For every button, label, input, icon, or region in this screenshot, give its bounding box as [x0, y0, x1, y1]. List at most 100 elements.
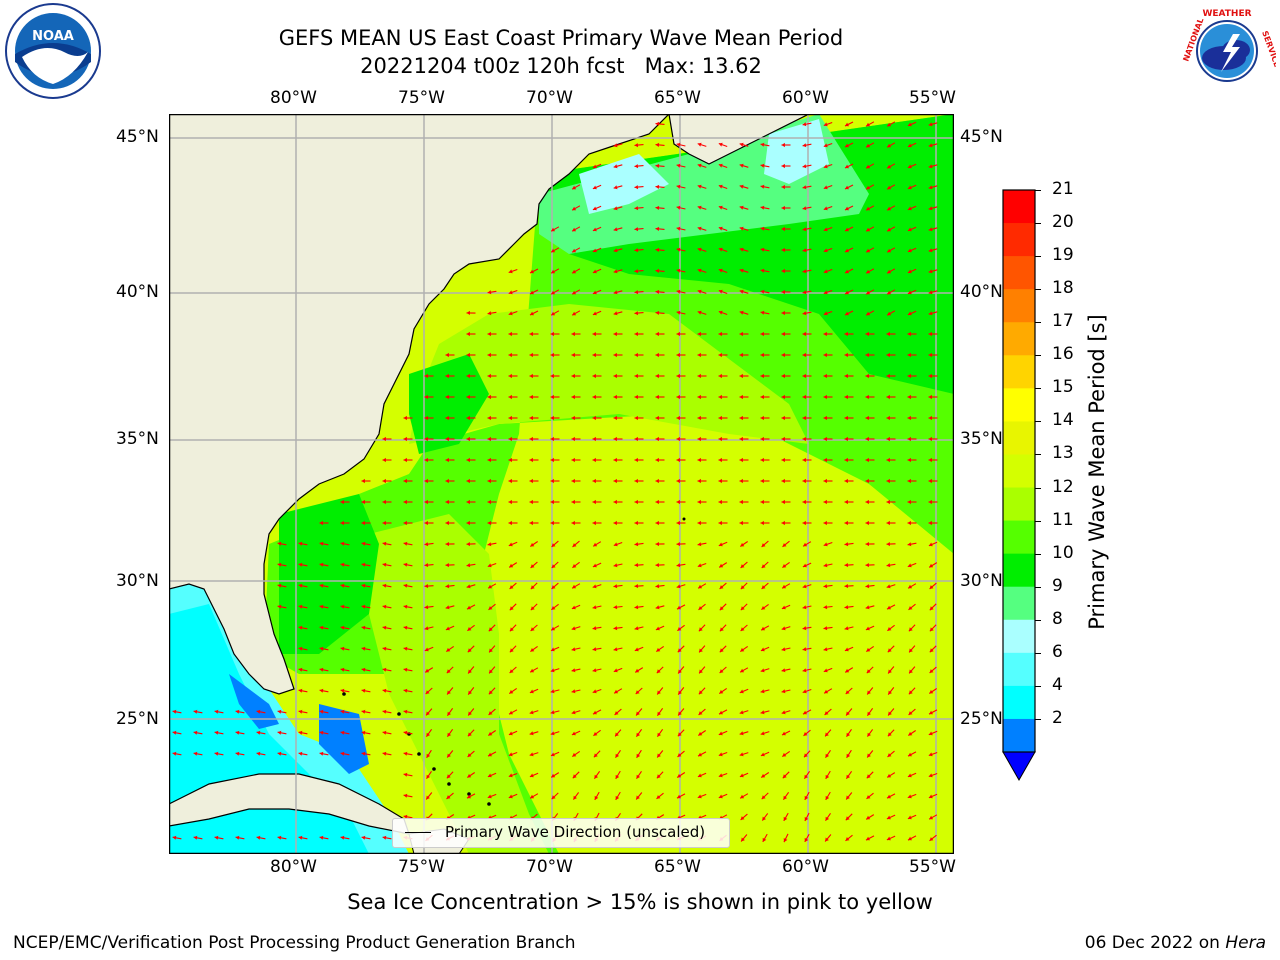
wave-arrow-head: [802, 373, 806, 379]
wave-arrow-head: [235, 835, 240, 840]
wave-arrow-head: [214, 730, 219, 735]
wave-arrow-head: [193, 835, 198, 840]
wave-arrow-head: [718, 731, 723, 736]
wave-arrow-head: [907, 122, 912, 127]
wave-arrow-head: [403, 709, 408, 714]
wave-arrow-head: [340, 730, 345, 735]
wave-arrow-head: [908, 606, 913, 610]
wave-arrow-head: [676, 499, 680, 505]
wave-arrow-head: [907, 773, 912, 778]
wave-arrow-head: [887, 773, 892, 778]
wave-arrow-head: [804, 753, 808, 758]
wave-arrow-head: [823, 311, 828, 316]
wave-arrow-head: [298, 667, 303, 672]
wave-arrow-head: [571, 647, 576, 652]
wave-arrow-head: [426, 795, 430, 800]
wave-arrow-head: [488, 606, 493, 610]
wave-arrow-head: [782, 731, 786, 736]
wave-arrow-head: [719, 563, 724, 568]
wave-arrow-head: [846, 711, 850, 716]
wave-arrow-head: [887, 648, 892, 653]
wave-arrow-head: [908, 690, 913, 695]
wave-arrow-head: [760, 647, 765, 652]
wave-arrow-head: [761, 585, 766, 589]
wave-arrow-head: [529, 436, 533, 442]
wave-arrow-head: [550, 499, 554, 505]
wave-arrow-head: [929, 585, 934, 589]
wave-arrow-head: [823, 647, 828, 652]
lat-tick-right-40n: 40°N: [960, 282, 1003, 302]
wave-arrow-head: [907, 457, 911, 463]
wave-arrow-head: [319, 751, 324, 756]
lon-tick-bottom-75w: 75°W: [398, 857, 445, 877]
wave-arrow-head: [928, 499, 932, 505]
wave-arrow-head: [844, 563, 849, 568]
wave-arrow-head: [844, 605, 849, 610]
wave-arrow-head: [550, 689, 555, 694]
wave-arrow-head: [697, 184, 702, 189]
lon-tick-top-80w: 80°W: [270, 88, 317, 108]
wave-arrow-head: [718, 352, 722, 358]
wave-arrow-head: [802, 689, 807, 694]
wave-arrow-head: [781, 205, 785, 211]
wave-arrow-head: [741, 837, 745, 842]
wave-arrow-head: [824, 711, 829, 715]
colorbar-swatch: [1003, 487, 1035, 522]
wave-arrow-head: [887, 605, 891, 610]
wave-arrow-head: [761, 795, 766, 800]
wave-arrow-head: [636, 774, 641, 779]
wave-arrow-head: [571, 520, 575, 526]
wave-arrow-head: [635, 668, 640, 673]
wave-arrow-head: [445, 584, 450, 589]
wave-arrow-head: [487, 394, 491, 400]
wave-arrow-head: [718, 478, 722, 484]
colorbar-label: Primary Wave Mean Period [s]: [1085, 314, 1109, 630]
wave-arrow-head: [613, 394, 617, 400]
wave-arrow-head: [740, 668, 745, 673]
wave-arrow-head: [636, 753, 641, 758]
wave-arrow-head: [909, 669, 913, 674]
wave-arrow-head: [866, 206, 871, 211]
wave-arrow-head: [887, 627, 892, 631]
wave-arrow-head: [739, 226, 744, 231]
colorbar-tick-label: 14: [1052, 410, 1074, 431]
wave-arrow-head: [466, 584, 471, 589]
colorbar-tick-mark: [1035, 652, 1041, 654]
wave-arrow-head: [340, 646, 345, 651]
wave-arrow-head: [613, 542, 618, 547]
wave-arrow-head: [677, 753, 682, 757]
wave-arrow-head: [634, 563, 639, 568]
wave-arrow-head: [445, 542, 449, 547]
wave-arrow-head: [572, 774, 577, 779]
wave-arrow-head: [823, 331, 827, 337]
wave-arrow-head: [361, 688, 366, 693]
wave-arrow-head: [655, 457, 659, 463]
wave-arrow-head: [739, 710, 744, 715]
wave-arrow-head: [698, 752, 702, 757]
wave-arrow-head: [802, 164, 807, 169]
wave-arrow-head: [425, 668, 430, 673]
wave-arrow-head: [550, 394, 554, 400]
wave-arrow-head: [697, 352, 701, 358]
wave-arrow-head: [866, 164, 871, 169]
wave-arrow-head: [823, 269, 828, 274]
wave-arrow-head: [530, 794, 535, 799]
wave-arrow-head: [319, 604, 324, 609]
wave-arrow-head: [572, 269, 577, 274]
wave-arrow-head: [319, 835, 324, 840]
wave-arrow-head: [613, 290, 618, 295]
wave-arrow-head: [340, 604, 345, 609]
wave-arrow-head: [928, 457, 932, 463]
lon-tick-bottom-65w: 65°W: [654, 857, 701, 877]
wave-arrow-head: [823, 206, 828, 211]
wave-arrow-head: [530, 648, 535, 652]
wave-arrow-head: [445, 415, 449, 421]
wave-arrow-head: [907, 185, 912, 190]
wave-arrow-head: [739, 731, 744, 736]
wave-arrow-head: [888, 711, 892, 716]
wave-arrow-head: [550, 331, 554, 337]
wave-arrow-head: [445, 626, 450, 631]
wave-arrow-head: [719, 606, 724, 611]
wave-arrow-head: [424, 478, 428, 484]
wave-arrow-head: [886, 836, 891, 841]
